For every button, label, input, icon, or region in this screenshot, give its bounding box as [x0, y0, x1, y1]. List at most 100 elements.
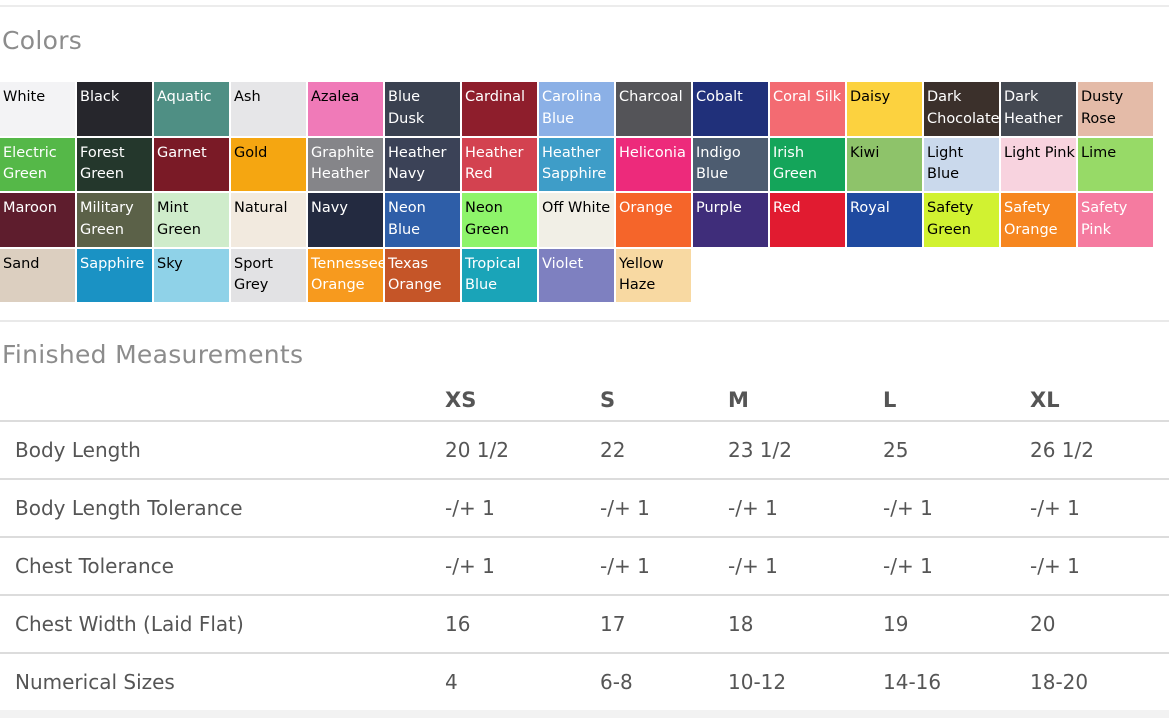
- table-cell: 4: [445, 653, 600, 712]
- color-swatch[interactable]: Graphite Heather: [308, 137, 383, 191]
- table-cell: 17: [600, 595, 728, 654]
- size-header: S: [600, 380, 728, 422]
- table-cell: -/+ 1: [600, 479, 728, 538]
- color-swatch[interactable]: Ash: [231, 82, 306, 136]
- row-label: Body Length: [0, 421, 445, 480]
- top-divider: [0, 5, 1169, 7]
- header-spacer: [0, 380, 445, 422]
- color-swatch[interactable]: Dark Chocolate: [924, 82, 999, 136]
- color-swatch[interactable]: Blue Dusk: [385, 82, 460, 136]
- color-swatch[interactable]: Cardinal: [462, 82, 537, 136]
- table-cell: -/+ 1: [728, 537, 883, 596]
- color-swatch[interactable]: Safety Green: [924, 193, 999, 247]
- table-cell: -/+ 1: [883, 537, 1030, 596]
- color-swatch[interactable]: Dark Heather: [1001, 82, 1076, 136]
- bottom-band: [0, 710, 1169, 718]
- color-swatch[interactable]: Neon Green: [462, 193, 537, 247]
- color-swatch[interactable]: Dusty Rose: [1078, 82, 1153, 136]
- color-swatch[interactable]: Tennessee Orange: [308, 248, 383, 302]
- color-swatch[interactable]: Purple: [693, 193, 768, 247]
- color-swatch[interactable]: Garnet: [154, 137, 229, 191]
- color-swatch[interactable]: Irish Green: [770, 137, 845, 191]
- color-swatch[interactable]: Off White: [539, 193, 614, 247]
- color-swatch[interactable]: Mint Green: [154, 193, 229, 247]
- table-cell: -/+ 1: [600, 537, 728, 596]
- color-swatch[interactable]: Kiwi: [847, 137, 922, 191]
- color-swatch[interactable]: Heather Sapphire: [539, 137, 614, 191]
- table-cell: -/+ 1: [728, 479, 883, 538]
- table-row: Numerical Sizes 4 6-8 10-12 14-16 18-20: [0, 653, 1169, 712]
- measurements-section-title: Finished Measurements: [2, 340, 304, 369]
- color-swatch[interactable]: Light Pink: [1001, 137, 1076, 191]
- row-label: Chest Width (Laid Flat): [0, 595, 445, 654]
- color-swatch[interactable]: Indigo Blue: [693, 137, 768, 191]
- color-swatch[interactable]: Military Green: [77, 193, 152, 247]
- color-swatch[interactable]: Sky: [154, 248, 229, 302]
- table-cell: 18-20: [1030, 653, 1169, 712]
- color-swatch[interactable]: Navy: [308, 193, 383, 247]
- size-header: M: [728, 380, 883, 422]
- section-divider: [0, 320, 1169, 322]
- color-swatch[interactable]: Carolina Blue: [539, 82, 614, 136]
- table-row: Chest Tolerance -/+ 1 -/+ 1 -/+ 1 -/+ 1 …: [0, 537, 1169, 596]
- color-swatch[interactable]: Azalea: [308, 82, 383, 136]
- color-swatch[interactable]: Safety Pink: [1078, 193, 1153, 247]
- size-header: XL: [1030, 380, 1169, 422]
- colors-section-title: Colors: [2, 26, 83, 55]
- table-row: Chest Width (Laid Flat) 16 17 18 19 20: [0, 595, 1169, 654]
- table-cell: -/+ 1: [883, 479, 1030, 538]
- table-cell: -/+ 1: [445, 537, 600, 596]
- table-cell: 10-12: [728, 653, 883, 712]
- table-cell: 20 1/2: [445, 421, 600, 480]
- color-swatch[interactable]: Cobalt: [693, 82, 768, 136]
- color-swatch[interactable]: Sport Grey: [231, 248, 306, 302]
- color-swatch[interactable]: Natural: [231, 193, 306, 247]
- size-header: XS: [445, 380, 600, 422]
- color-swatch[interactable]: Heliconia: [616, 137, 691, 191]
- row-label: Chest Tolerance: [0, 537, 445, 596]
- color-swatch[interactable]: Black: [77, 82, 152, 136]
- color-swatch[interactable]: Heather Navy: [385, 137, 460, 191]
- color-swatch[interactable]: Neon Blue: [385, 193, 460, 247]
- table-row: Body Length 20 1/2 22 23 1/2 25 26 1/2: [0, 421, 1169, 480]
- table-cell: 14-16: [883, 653, 1030, 712]
- color-swatch[interactable]: Heather Red: [462, 137, 537, 191]
- color-swatch[interactable]: White: [0, 82, 75, 136]
- color-swatch[interactable]: Lime: [1078, 137, 1153, 191]
- color-swatch[interactable]: Orange: [616, 193, 691, 247]
- table-cell: 25: [883, 421, 1030, 480]
- measurements-table: XS S M L XL Body Length 20 1/2 22 23 1/2…: [0, 380, 1169, 712]
- table-cell: 19: [883, 595, 1030, 654]
- table-cell: -/+ 1: [445, 479, 600, 538]
- table-cell: 18: [728, 595, 883, 654]
- table-cell: 26 1/2: [1030, 421, 1169, 480]
- size-header-row: XS S M L XL: [0, 380, 1169, 422]
- table-cell: 22: [600, 421, 728, 480]
- table-cell: -/+ 1: [1030, 537, 1169, 596]
- color-swatch[interactable]: Safety Orange: [1001, 193, 1076, 247]
- row-label: Numerical Sizes: [0, 653, 445, 712]
- color-swatch[interactable]: Coral Silk: [770, 82, 845, 136]
- table-cell: 6-8: [600, 653, 728, 712]
- color-swatch[interactable]: Violet: [539, 248, 614, 302]
- color-swatch[interactable]: Sand: [0, 248, 75, 302]
- color-swatch[interactable]: Forest Green: [77, 137, 152, 191]
- color-swatch[interactable]: Tropical Blue: [462, 248, 537, 302]
- color-swatch[interactable]: Gold: [231, 137, 306, 191]
- row-label: Body Length Tolerance: [0, 479, 445, 538]
- color-swatch[interactable]: Maroon: [0, 193, 75, 247]
- table-cell: 20: [1030, 595, 1169, 654]
- color-swatch[interactable]: Electric Green: [0, 137, 75, 191]
- color-swatch[interactable]: Yellow Haze: [616, 248, 691, 302]
- color-swatch[interactable]: Royal: [847, 193, 922, 247]
- color-swatch[interactable]: Red: [770, 193, 845, 247]
- color-swatch[interactable]: Aquatic: [154, 82, 229, 136]
- color-swatch[interactable]: Daisy: [847, 82, 922, 136]
- color-swatch[interactable]: Texas Orange: [385, 248, 460, 302]
- table-cell: 23 1/2: [728, 421, 883, 480]
- color-swatch[interactable]: Light Blue: [924, 137, 999, 191]
- table-cell: -/+ 1: [1030, 479, 1169, 538]
- color-swatch[interactable]: Charcoal: [616, 82, 691, 136]
- color-swatch[interactable]: Sapphire: [77, 248, 152, 302]
- size-header: L: [883, 380, 1030, 422]
